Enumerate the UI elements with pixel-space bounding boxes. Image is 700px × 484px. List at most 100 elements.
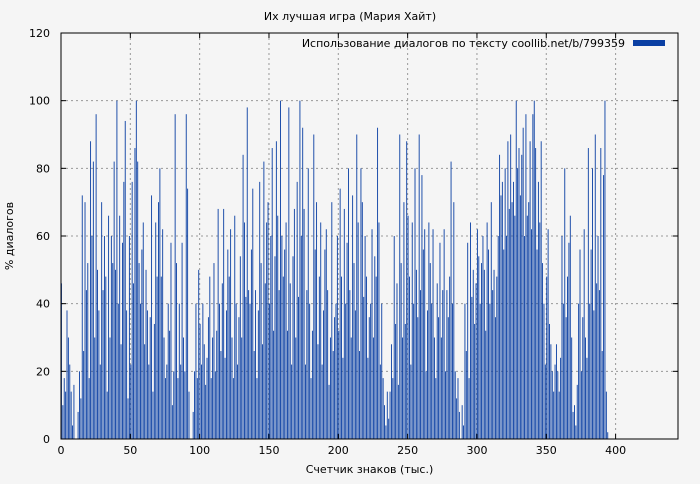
bar bbox=[105, 276, 107, 439]
bar bbox=[596, 283, 598, 439]
bar bbox=[287, 330, 288, 439]
bar bbox=[153, 323, 155, 439]
x-axis-title: Счетчик знаков (тыс.) bbox=[306, 463, 434, 476]
bar bbox=[206, 357, 208, 439]
bar bbox=[217, 208, 219, 439]
bar bbox=[525, 114, 527, 439]
bar bbox=[592, 168, 593, 439]
bar bbox=[170, 242, 172, 439]
bar bbox=[542, 263, 544, 439]
bar bbox=[486, 222, 488, 439]
bar bbox=[429, 263, 431, 439]
y-tick-label: 40 bbox=[36, 298, 50, 311]
bar bbox=[210, 378, 212, 439]
bar bbox=[393, 236, 395, 439]
bar bbox=[336, 236, 338, 439]
bar bbox=[557, 371, 559, 439]
bar bbox=[234, 215, 236, 439]
bar bbox=[363, 296, 365, 439]
bar bbox=[508, 208, 510, 439]
bar bbox=[327, 290, 329, 439]
bar bbox=[140, 303, 141, 439]
bar bbox=[223, 208, 225, 439]
bar bbox=[438, 317, 440, 439]
chart-title: Их лучшая игра (Мария Хайт) bbox=[264, 10, 436, 23]
bar bbox=[489, 303, 491, 439]
bar bbox=[543, 303, 545, 439]
bar bbox=[332, 351, 334, 439]
x-tick-label: 400 bbox=[605, 444, 626, 457]
y-tick-label: 60 bbox=[36, 230, 50, 243]
bar bbox=[467, 242, 469, 439]
bar bbox=[130, 364, 132, 439]
bar bbox=[589, 303, 591, 439]
bar bbox=[106, 391, 108, 439]
bar bbox=[396, 283, 398, 439]
ticks-layer: 0 50 100 150 200 250 300 350 400 0 20 40 60 80 100 120 bbox=[29, 27, 678, 457]
bar bbox=[503, 249, 505, 439]
bar bbox=[479, 303, 481, 439]
bar bbox=[409, 276, 410, 439]
bar bbox=[216, 330, 218, 439]
bar bbox=[173, 371, 175, 439]
bar bbox=[515, 100, 517, 440]
bar bbox=[478, 256, 480, 439]
bar bbox=[246, 107, 248, 440]
bar bbox=[219, 303, 220, 439]
bar bbox=[177, 378, 179, 439]
bar bbox=[536, 249, 538, 439]
bar bbox=[228, 276, 230, 439]
bar bbox=[453, 202, 455, 439]
bar bbox=[384, 405, 385, 439]
bar bbox=[169, 330, 171, 439]
bar bbox=[300, 236, 302, 439]
bar bbox=[237, 364, 238, 439]
bar bbox=[306, 290, 308, 439]
bar bbox=[468, 378, 470, 439]
bar bbox=[194, 371, 196, 439]
bar bbox=[345, 303, 347, 439]
bar bbox=[127, 398, 129, 439]
bar bbox=[452, 303, 453, 439]
bar bbox=[284, 249, 286, 439]
bar bbox=[565, 317, 567, 439]
bar bbox=[285, 222, 287, 439]
bar bbox=[521, 154, 523, 440]
bar bbox=[292, 256, 294, 439]
x-tick-label: 50 bbox=[123, 444, 137, 457]
bar bbox=[145, 269, 147, 439]
bar bbox=[277, 215, 279, 439]
x-tick-label: 0 bbox=[58, 444, 65, 457]
bar bbox=[227, 249, 229, 439]
bar bbox=[582, 317, 584, 439]
bar bbox=[119, 215, 121, 439]
bar bbox=[575, 425, 577, 439]
bar bbox=[149, 317, 151, 439]
bar bbox=[417, 317, 419, 439]
bar bbox=[235, 303, 237, 439]
bar bbox=[580, 371, 582, 439]
bar bbox=[443, 229, 445, 439]
bar bbox=[342, 357, 344, 439]
bar bbox=[133, 283, 134, 439]
bar bbox=[432, 229, 434, 439]
bar bbox=[360, 168, 362, 439]
bar bbox=[422, 249, 424, 439]
bar bbox=[367, 357, 369, 439]
bar bbox=[148, 364, 150, 439]
bar bbox=[142, 222, 144, 439]
bar bbox=[221, 283, 223, 439]
bar bbox=[325, 229, 327, 439]
bar bbox=[385, 425, 387, 439]
bar bbox=[511, 202, 513, 439]
bar bbox=[214, 371, 216, 439]
bar bbox=[446, 290, 448, 439]
bar bbox=[262, 344, 263, 439]
bar bbox=[421, 175, 423, 439]
bar bbox=[302, 127, 304, 439]
bar bbox=[506, 236, 507, 439]
bar bbox=[101, 202, 103, 439]
bar bbox=[494, 317, 496, 439]
bar bbox=[425, 371, 427, 439]
bar bbox=[305, 364, 306, 439]
